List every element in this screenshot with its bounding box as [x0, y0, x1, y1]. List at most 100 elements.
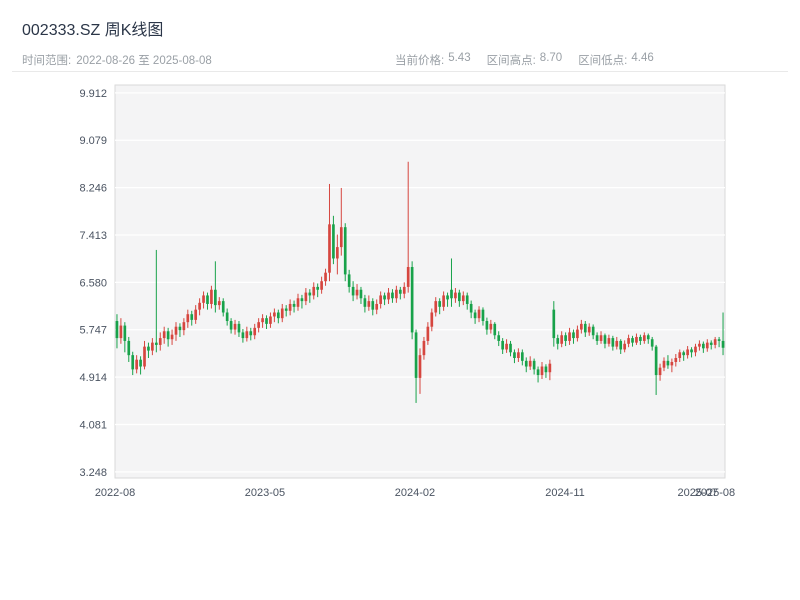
candle: [599, 331, 603, 344]
candle: [225, 308, 229, 326]
candle: [513, 349, 516, 364]
candle: [198, 298, 201, 316]
time-range-value: 2022-08-26 至 2025-08-08: [76, 55, 212, 67]
candle-body: [646, 335, 650, 340]
x-axis-tick-label: 2023-05: [245, 487, 285, 499]
candle-body: [627, 338, 630, 344]
y-axis-tick-label: 9.912: [79, 88, 107, 100]
candle: [237, 321, 241, 337]
candle: [221, 298, 225, 317]
stat-range-high-label: 区间高点:: [486, 55, 536, 67]
candle: [611, 335, 615, 351]
candle: [572, 329, 575, 344]
candle: [280, 303, 284, 323]
candle-body: [202, 295, 205, 303]
candle: [395, 285, 398, 303]
candle: [269, 312, 272, 328]
candle-body: [501, 340, 504, 350]
candle: [229, 318, 233, 334]
candle-body: [221, 301, 225, 313]
candle-body: [513, 352, 516, 358]
candle-body: [623, 343, 626, 350]
candle: [273, 308, 276, 323]
candle-body: [210, 289, 213, 304]
candle-body: [414, 332, 418, 378]
candle-body: [383, 295, 386, 300]
candle-body: [151, 342, 154, 351]
candle-body: [674, 357, 678, 362]
plot-area: [114, 84, 726, 479]
candle-body: [229, 321, 233, 330]
candle: [446, 292, 449, 307]
candle: [241, 328, 245, 343]
candle-body: [178, 326, 182, 331]
candle-body: [363, 298, 367, 307]
x-axis-tick-label: 2024-02: [395, 487, 435, 499]
y-axis-tick-labels: 3.248 4.081 4.914 5.747 6.580 7.413 8.246 9.079…: [79, 88, 107, 479]
candle: [698, 340, 701, 351]
candle-body: [587, 326, 591, 333]
candle: [501, 338, 504, 355]
candle: [245, 326, 249, 342]
candle: [320, 276, 323, 294]
candle-body: [312, 286, 316, 296]
time-range-label: 时间范围:: [22, 55, 72, 67]
candle: [166, 327, 170, 347]
x-axis-tick-label: 2025-08: [695, 487, 735, 499]
candle-body: [599, 335, 603, 341]
candle: [473, 309, 477, 324]
candle: [139, 356, 142, 375]
candle: [560, 331, 564, 348]
candle: [580, 319, 583, 334]
candle-body: [127, 340, 131, 356]
candle-body: [497, 335, 501, 341]
candle-body: [717, 339, 721, 341]
candle: [458, 289, 461, 307]
candle-body: [186, 314, 190, 323]
candle: [206, 292, 209, 310]
candle-body: [493, 323, 497, 336]
candle: [705, 339, 709, 352]
candle-body: [477, 309, 481, 319]
stat-range-high-value: 8.70: [539, 52, 563, 64]
candle-body: [406, 266, 410, 287]
candle-body: [135, 359, 138, 370]
candle: [509, 340, 512, 357]
candle-body: [532, 360, 536, 370]
y-axis-tick-label: 5.747: [79, 325, 107, 337]
candle-body: [524, 360, 528, 367]
candle-body: [304, 292, 308, 302]
x-axis-tick-label: 2025-07: [678, 487, 718, 499]
candle: [174, 322, 178, 341]
candle-body: [375, 303, 379, 310]
candle: [217, 297, 221, 310]
candle-body: [139, 359, 142, 367]
candle: [135, 355, 138, 374]
chart-title: 002333.SZ 周K线图: [22, 22, 164, 39]
candle-body: [198, 302, 201, 310]
candle-body: [650, 339, 654, 347]
kline-chart: 3.248 4.081 4.914 5.747 6.580 7.413 8.246 9.079…: [79, 84, 735, 499]
candle-body: [351, 286, 355, 296]
candle: [540, 361, 544, 380]
x-axis-tick-labels: 2022-08 2023-05 2024-02 2024-11 2025-072025-…: [95, 487, 735, 499]
candle: [115, 314, 119, 349]
candle-body: [438, 301, 442, 307]
candle-body: [631, 338, 634, 343]
candle-body: [540, 366, 544, 376]
candle: [398, 286, 402, 300]
candle-body: [465, 295, 469, 304]
candle: [520, 349, 524, 366]
candle-body: [237, 323, 241, 333]
candle: [127, 336, 131, 362]
candle-body: [162, 331, 166, 339]
candle: [654, 344, 658, 395]
candle: [694, 343, 697, 357]
candle: [304, 288, 308, 306]
candle-body: [473, 312, 477, 319]
candle-body: [544, 366, 548, 373]
candle-body: [123, 325, 127, 341]
candle-body: [182, 322, 186, 331]
candle: [477, 306, 481, 323]
gridlines: [115, 92, 725, 473]
